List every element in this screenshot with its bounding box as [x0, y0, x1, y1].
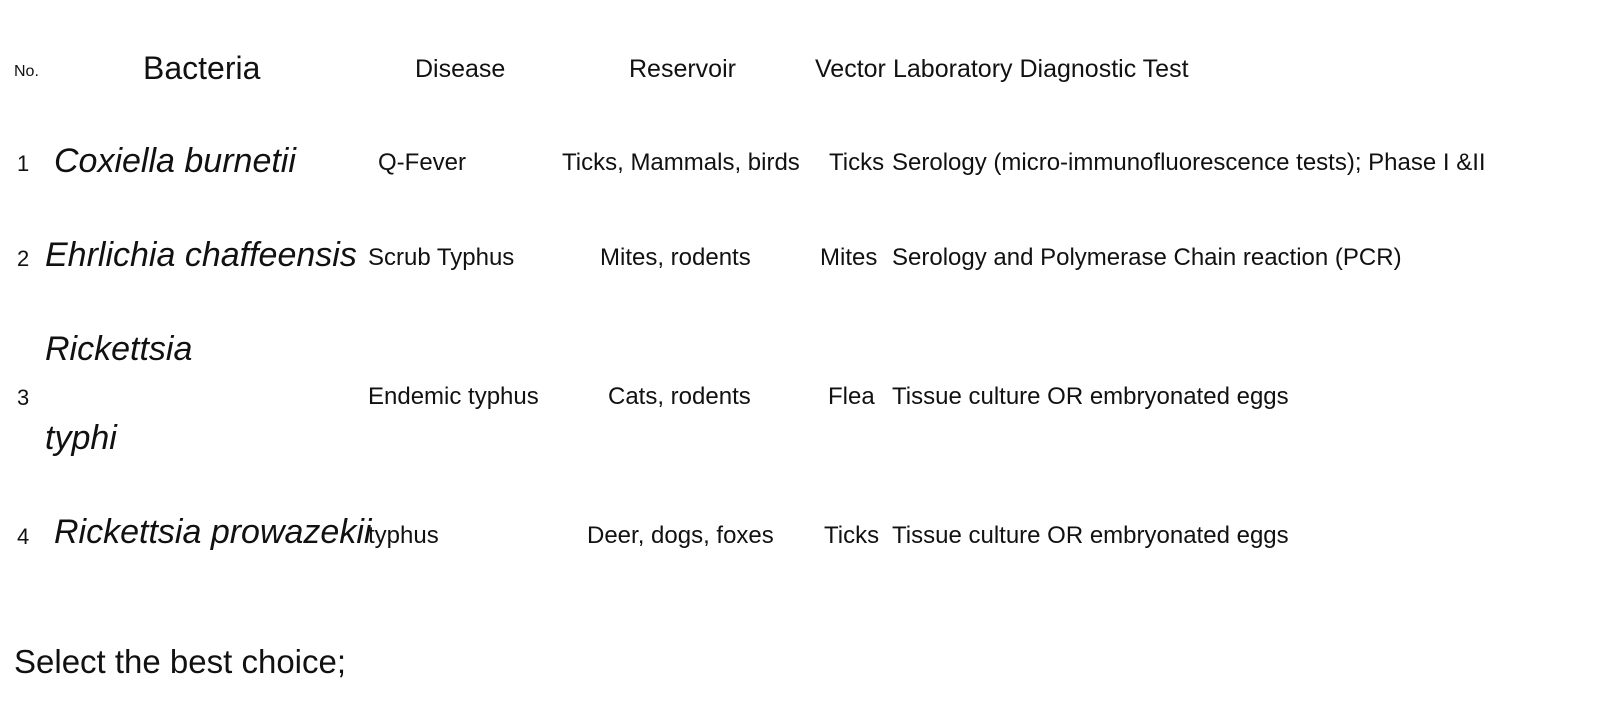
disease-name: Scrub Typhus — [368, 244, 515, 271]
header-no: No. — [14, 63, 39, 80]
bacteria-name: Rickettsia prowazekii — [54, 513, 372, 551]
row-number: 2 — [17, 246, 30, 271]
disease-name: typhus — [368, 522, 439, 549]
vector-value: Ticks — [829, 149, 885, 176]
row-number: 1 — [17, 151, 30, 176]
vector-value: Mites — [820, 244, 878, 271]
vector-value: Ticks — [824, 522, 880, 549]
lab-test-value: Tissue culture OR embryonated eggs — [892, 522, 1289, 549]
reservoir-value: Deer, dogs, foxes — [587, 522, 774, 549]
bacteria-name: Coxiella burnetii — [54, 142, 296, 180]
disease-name: Q-Fever — [378, 149, 467, 176]
reservoir-value: Ticks, Mammals, birds — [562, 149, 800, 176]
header-vector: Vector — [815, 55, 886, 83]
bacteria-name: Ehrlichia chaffeensis — [45, 236, 357, 274]
reservoir-value: Mites, rodents — [600, 244, 751, 271]
question-prompt: Select the best choice; — [14, 643, 347, 680]
disease-name: Endemic typhus — [368, 383, 539, 410]
reservoir-value: Cats, rodents — [608, 383, 751, 410]
row-number: 3 — [17, 385, 30, 410]
header-reservoir: Reservoir — [629, 55, 736, 83]
row-number: 4 — [17, 524, 30, 549]
vector-value: Flea — [828, 383, 875, 410]
lab-test-value: Tissue culture OR embryonated eggs — [892, 383, 1289, 410]
header-disease: Disease — [415, 55, 506, 83]
bacteria-name-line2: typhi — [45, 419, 117, 457]
bacteria-name-line1: Rickettsia — [45, 330, 193, 368]
lab-test-value: Serology and Polymerase Chain reaction (… — [892, 244, 1402, 271]
header-lab-test: Laboratory Diagnostic Test — [893, 55, 1189, 83]
header-bacteria: Bacteria — [143, 50, 261, 86]
lab-test-value: Serology (micro-immunofluorescence tests… — [892, 149, 1486, 176]
